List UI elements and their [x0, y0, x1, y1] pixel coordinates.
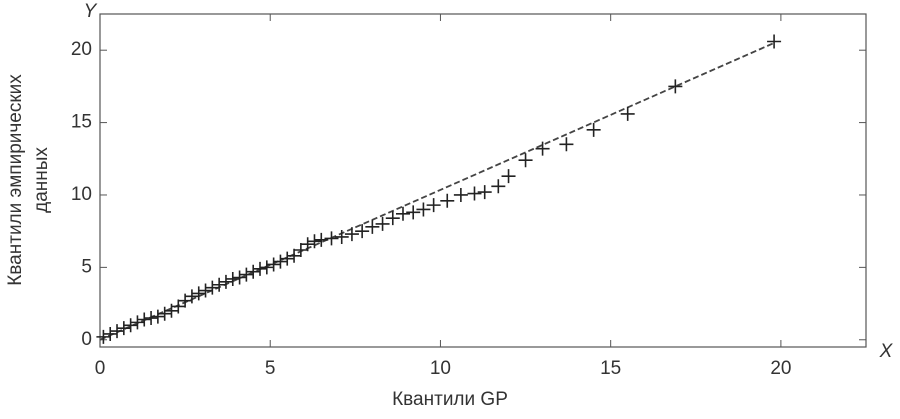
- point: [130, 315, 145, 330]
- point: [344, 227, 359, 242]
- plot-frame: [99, 13, 867, 348]
- point: [453, 187, 468, 202]
- point: [239, 267, 254, 282]
- point: [212, 277, 227, 292]
- y-tick-label: 10: [71, 184, 92, 205]
- point: [406, 205, 421, 220]
- point: [191, 286, 206, 301]
- point: [287, 248, 302, 263]
- y-axis-letter: Y: [84, 1, 98, 22]
- point: [246, 264, 261, 279]
- point: [477, 185, 492, 200]
- y-tick-label: 0: [81, 329, 92, 350]
- point: [535, 141, 550, 156]
- point: [307, 234, 322, 249]
- point: [280, 251, 295, 266]
- point: [668, 79, 683, 94]
- point: [491, 179, 506, 194]
- point: [96, 329, 111, 344]
- point: [501, 169, 516, 184]
- point: [253, 261, 268, 276]
- point: [767, 34, 782, 49]
- point: [620, 106, 635, 121]
- x-axis-letter: X: [879, 341, 894, 362]
- point: [150, 309, 165, 324]
- point: [559, 137, 574, 152]
- point: [232, 270, 247, 285]
- point: [300, 237, 315, 252]
- point: [266, 257, 281, 272]
- point: [144, 311, 159, 326]
- point: [157, 306, 172, 321]
- y-tick-label: 20: [71, 39, 92, 60]
- point: [273, 254, 288, 269]
- point: [218, 274, 233, 289]
- point: [184, 289, 199, 304]
- y-axis-label: данных: [31, 147, 52, 213]
- reference-line: [99, 42, 775, 341]
- point: [586, 122, 601, 137]
- point: [334, 229, 349, 244]
- point: [395, 206, 410, 221]
- point: [355, 224, 370, 239]
- point: [198, 283, 213, 298]
- point: [137, 312, 152, 327]
- point: [103, 326, 118, 341]
- x-axis-label: Квантили GP: [392, 389, 508, 410]
- x-tick-label: 0: [95, 358, 106, 379]
- point: [116, 321, 131, 336]
- point: [426, 198, 441, 213]
- point: [171, 299, 186, 314]
- point: [205, 280, 220, 295]
- point: [375, 216, 390, 231]
- point: [225, 271, 240, 286]
- point: [324, 231, 339, 246]
- point: [385, 211, 400, 226]
- y-tick-label: 15: [71, 112, 92, 133]
- y-tick-label: 5: [81, 256, 92, 277]
- point: [293, 242, 308, 257]
- point: [365, 219, 380, 234]
- point: [314, 232, 329, 247]
- point: [440, 193, 455, 208]
- y-axis-label: Квантили эмпирических: [5, 74, 26, 286]
- x-tick-label: 15: [600, 358, 621, 379]
- x-tick-label: 20: [770, 358, 791, 379]
- point: [259, 260, 274, 275]
- point: [123, 318, 138, 333]
- point: [467, 186, 482, 201]
- point: [110, 324, 125, 339]
- x-tick-label: 10: [430, 358, 451, 379]
- x-tick-label: 5: [265, 358, 276, 379]
- point: [416, 202, 431, 217]
- point: [518, 153, 533, 168]
